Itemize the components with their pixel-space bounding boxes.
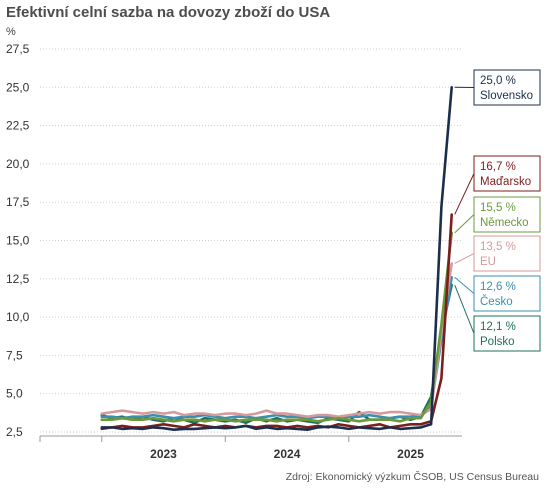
y-tick-label: 20,0 — [6, 157, 30, 171]
callout-leader — [454, 276, 475, 294]
source-note: Zdroj: Ekonomický výzkum ČSOB, US Census… — [285, 471, 539, 483]
callout-series-name: Polsko — [480, 336, 515, 348]
x-axis: 2023 2024 2025 — [39, 435, 462, 461]
callout-německo: 15,5 % Německo — [454, 196, 541, 234]
callout-series-name: Maďarsko — [480, 176, 531, 188]
callout-box — [473, 69, 541, 106]
callout-value: 15,5 % — [480, 202, 516, 214]
gridlines — [40, 48, 462, 433]
callout-leader — [454, 253, 475, 264]
y-tick-label: 12,5 — [6, 272, 30, 286]
series-line-německo — [100, 231, 454, 423]
callout-value: 12,1 % — [480, 321, 516, 333]
series-line-česko — [100, 275, 454, 420]
series-line-polsko — [100, 283, 454, 425]
y-tick-label: 15,0 — [6, 234, 30, 248]
y-axis-unit: % — [6, 26, 16, 38]
x-tick-label: 2024 — [274, 447, 301, 461]
y-axis: 2,5 5,0 7,5 10,0 12,5 15,0 17,5 20,0 22,5 25,0 27,… — [6, 42, 30, 439]
y-tick-label: 10,0 — [6, 310, 30, 324]
chart-title: Efektivní celní sazba na dovozy zboží do… — [6, 4, 331, 21]
callout-value: 16,7 % — [480, 161, 516, 173]
x-tick-label: 2023 — [150, 447, 177, 461]
callout-polsko: 12,1 % Polsko — [454, 284, 541, 352]
callout-leader — [454, 214, 475, 234]
callout-series-name: Slovensko — [480, 90, 533, 102]
callout-value: 13,5 % — [480, 241, 516, 253]
callout-box — [473, 196, 541, 233]
y-tick-label: 5,0 — [6, 387, 23, 401]
callout-česko: 12,6 % Česko — [454, 275, 541, 312]
callout-box — [473, 235, 541, 272]
callout-box — [473, 275, 541, 312]
callout-eu: 13,5 % EU — [454, 235, 541, 272]
callout-slovensko: 25,0 % Slovensko — [454, 69, 541, 106]
x-tick-label: 2025 — [397, 447, 424, 461]
callout-maďarsko: 16,7 % Maďarsko — [454, 155, 541, 215]
callout-value: 12,6 % — [480, 281, 516, 293]
callout-series-name: EU — [480, 256, 496, 268]
callout-series-name: Německo — [480, 217, 529, 229]
callout-leader — [454, 173, 475, 215]
series-line-slovensko — [100, 86, 454, 432]
callout-value: 25,0 % — [480, 75, 516, 87]
callout-leader — [454, 284, 475, 334]
callout-box — [473, 315, 541, 352]
callout-series-name: Česko — [480, 295, 513, 308]
series-line-maďarsko — [100, 213, 454, 431]
y-tick-label: 2,5 — [6, 425, 23, 439]
y-tick-label: 25,0 — [6, 80, 30, 94]
series-lines — [100, 86, 454, 432]
y-tick-label: 27,5 — [6, 42, 30, 56]
series-line-eu — [100, 262, 454, 419]
series-callouts: 25,0 % Slovensko 16,7 % Maďarsko 15,5 % Němec… — [454, 69, 541, 352]
y-tick-label: 17,5 — [6, 195, 30, 209]
y-tick-label: 22,5 — [6, 119, 30, 133]
callout-box — [473, 155, 541, 192]
y-tick-label: 7,5 — [6, 348, 23, 362]
